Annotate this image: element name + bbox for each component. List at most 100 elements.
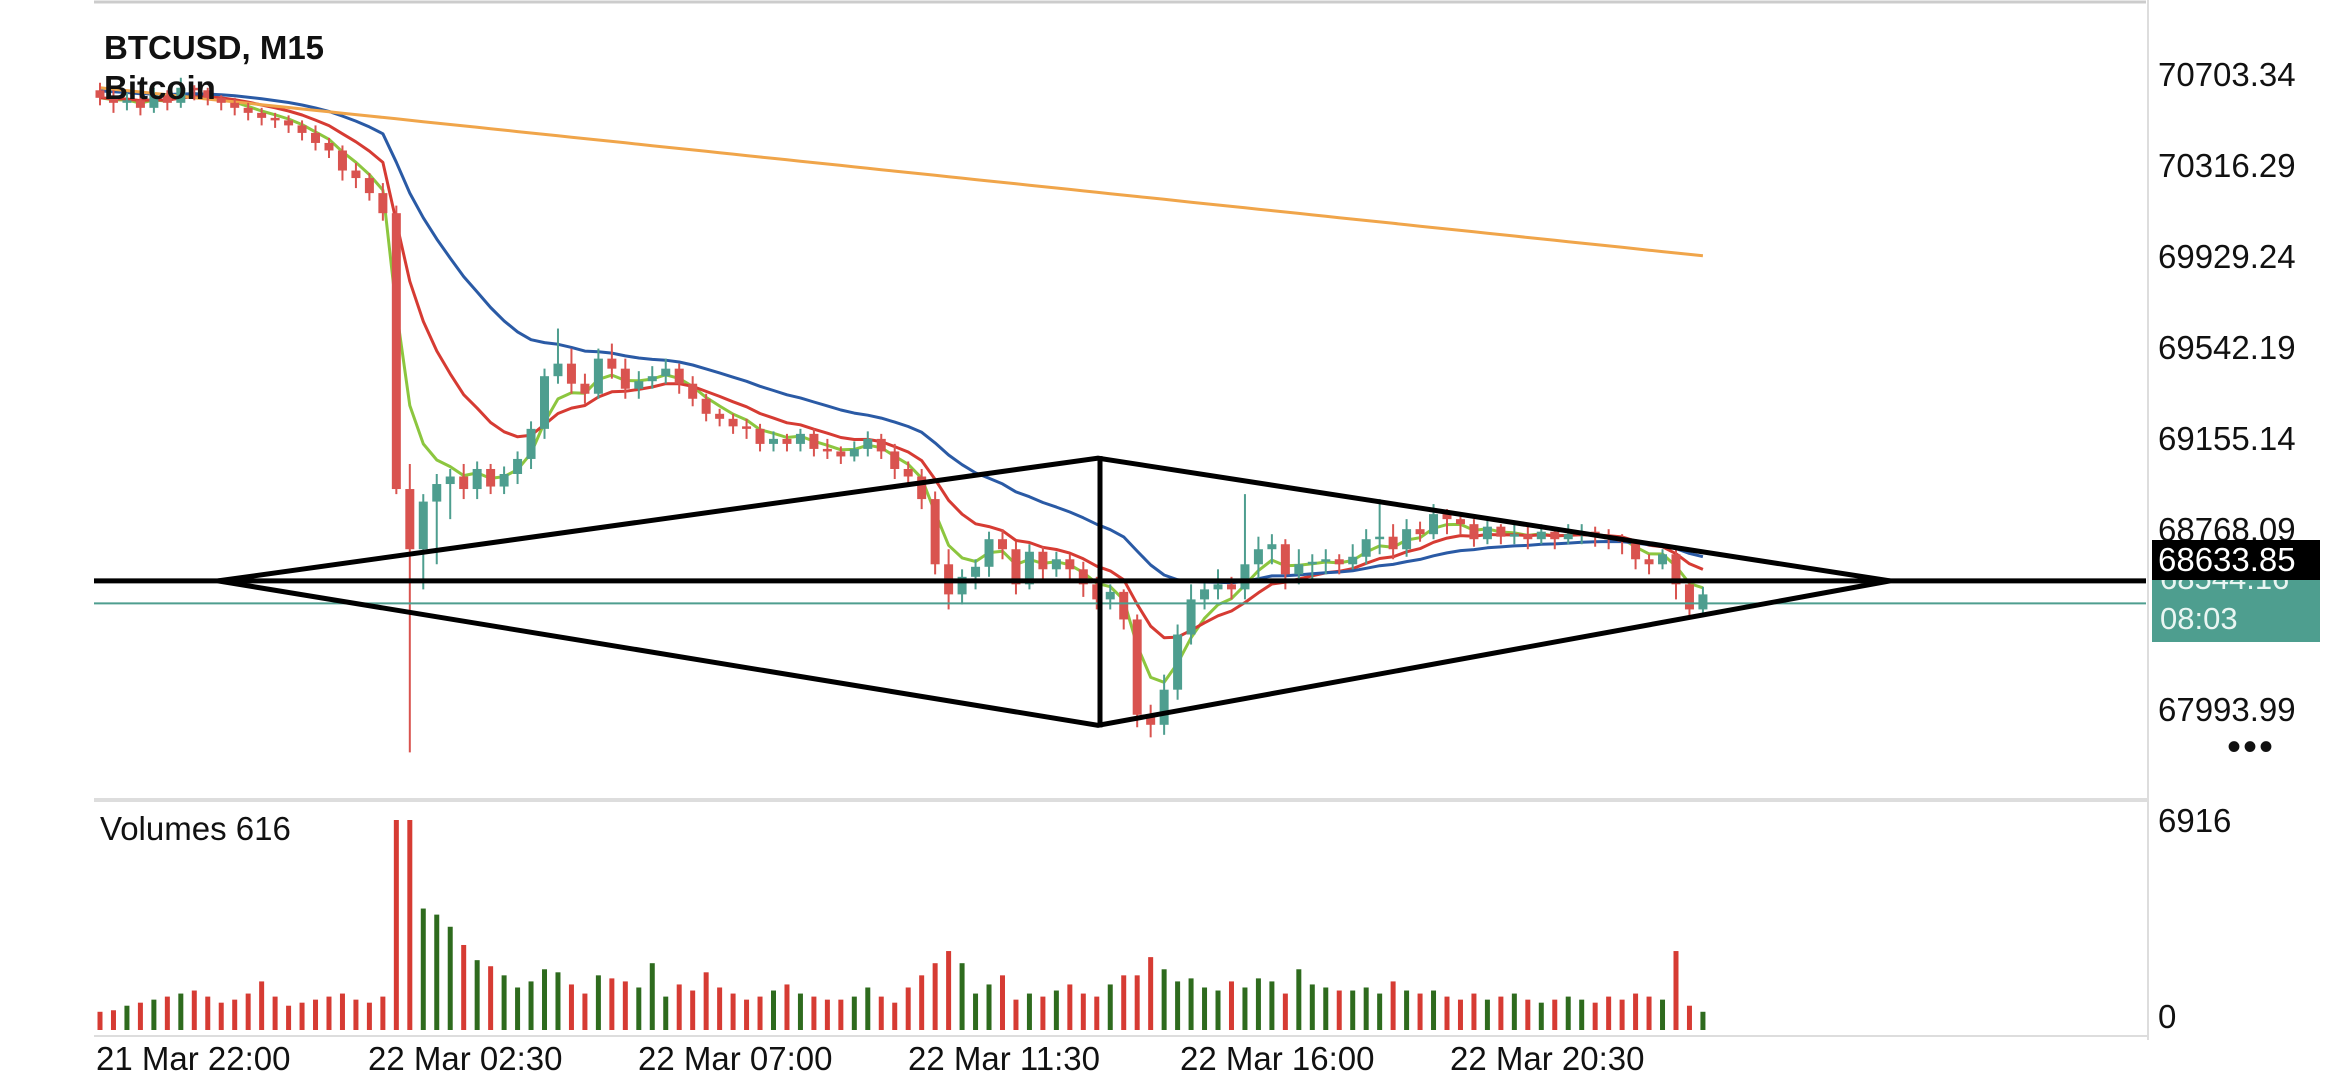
candle-body — [593, 358, 603, 394]
candle-body — [1644, 559, 1654, 565]
price-tick: 69929.24 — [2158, 238, 2296, 275]
volume-bar — [1565, 996, 1571, 1030]
price-tick: 69542.19 — [2158, 329, 2296, 366]
candle-body — [553, 363, 563, 377]
candle-body — [1159, 689, 1169, 725]
candle-body — [863, 438, 873, 449]
candle-body — [405, 489, 415, 550]
volume-bar — [110, 1010, 116, 1030]
volume-bar — [1700, 1011, 1706, 1030]
volume-bar — [1282, 993, 1288, 1030]
volume-bar — [1255, 978, 1261, 1030]
candle-body — [876, 438, 886, 452]
candle-body — [661, 368, 671, 377]
volume-bar — [1471, 993, 1477, 1030]
candle-body — [122, 100, 132, 103]
candle-body — [1698, 594, 1708, 610]
volume-bar — [380, 996, 386, 1030]
candle-body — [647, 376, 657, 382]
volume-bar — [690, 990, 696, 1030]
more-options-button[interactable]: ••• — [2226, 725, 2275, 769]
volume-bar — [353, 999, 359, 1030]
volume-bar — [1377, 993, 1383, 1030]
candle-body — [1226, 584, 1236, 590]
volume-bar — [1323, 987, 1329, 1030]
volume-bar — [528, 981, 534, 1030]
volume-bar — [326, 996, 332, 1030]
volume-bar — [1511, 993, 1517, 1030]
candle-body — [1200, 589, 1210, 600]
candle-body — [1321, 559, 1331, 562]
volume-bar — [178, 993, 184, 1030]
volume-bar — [1094, 996, 1100, 1030]
volume-bar — [878, 996, 884, 1030]
volume-bar — [164, 996, 170, 1030]
candle-body — [1429, 514, 1439, 535]
candle-body — [701, 398, 711, 414]
volume-bar — [218, 1002, 224, 1030]
candle-body — [1523, 534, 1533, 540]
candle-body — [769, 438, 778, 444]
volume-bar — [811, 996, 817, 1030]
volume-bar — [1363, 987, 1369, 1030]
candle-body — [1375, 536, 1385, 540]
candle-body — [270, 117, 280, 121]
volume-bar — [137, 1002, 143, 1030]
volume-bar — [1161, 969, 1167, 1030]
volume-bar — [151, 999, 157, 1030]
volume-bar — [1215, 990, 1221, 1030]
volume-bar — [797, 993, 803, 1030]
candles — [95, 77, 1708, 753]
candle-body — [890, 451, 900, 469]
volume-bar — [1417, 993, 1423, 1030]
candle-body — [513, 458, 523, 474]
volume-bar — [1336, 990, 1342, 1030]
candle-body — [1280, 544, 1290, 575]
volume-bar — [1350, 990, 1356, 1030]
volume-bar — [1404, 990, 1410, 1030]
candle-body — [149, 95, 159, 108]
volume-bar — [1013, 999, 1019, 1030]
candle-body — [1240, 564, 1250, 590]
candle-body — [391, 213, 401, 490]
candle-body — [903, 468, 913, 477]
candle-body — [337, 150, 347, 171]
candle-body — [1213, 584, 1223, 590]
volume-bar — [582, 993, 588, 1030]
candle-body — [782, 438, 792, 444]
bar-countdown: 08:03 — [2160, 601, 2238, 636]
volume-bar — [622, 981, 628, 1030]
volume-bar — [1228, 981, 1234, 1030]
ma-long-line — [99, 86, 1704, 258]
volume-bar — [245, 993, 251, 1030]
drawings[interactable] — [94, 455, 2146, 728]
volume-bar — [1390, 981, 1396, 1030]
candle-body — [1038, 551, 1048, 570]
candle-body — [634, 381, 644, 389]
volume-bar — [272, 996, 278, 1030]
volume-bar — [191, 990, 197, 1030]
volume-bar — [1175, 981, 1181, 1030]
volume-bar — [973, 993, 979, 1030]
candle-body — [849, 448, 859, 457]
volume-bar — [1673, 951, 1679, 1030]
candle-body — [162, 95, 172, 103]
volume-bar — [259, 981, 265, 1030]
candle-body — [1334, 559, 1344, 565]
volume-bar — [703, 972, 709, 1030]
volume-bar — [299, 1002, 305, 1030]
volume-bar — [393, 820, 399, 1030]
volume-bar — [1080, 993, 1086, 1030]
volume-bar — [730, 993, 736, 1030]
candle-body — [674, 368, 684, 384]
candle-body — [971, 566, 981, 577]
volume-bar — [649, 963, 655, 1030]
candle-body — [189, 87, 199, 91]
volume-bar — [1525, 999, 1531, 1030]
volume-bar — [542, 969, 548, 1030]
volume-bar — [1242, 987, 1248, 1030]
candle-body — [997, 539, 1007, 550]
candle-body — [108, 97, 118, 103]
